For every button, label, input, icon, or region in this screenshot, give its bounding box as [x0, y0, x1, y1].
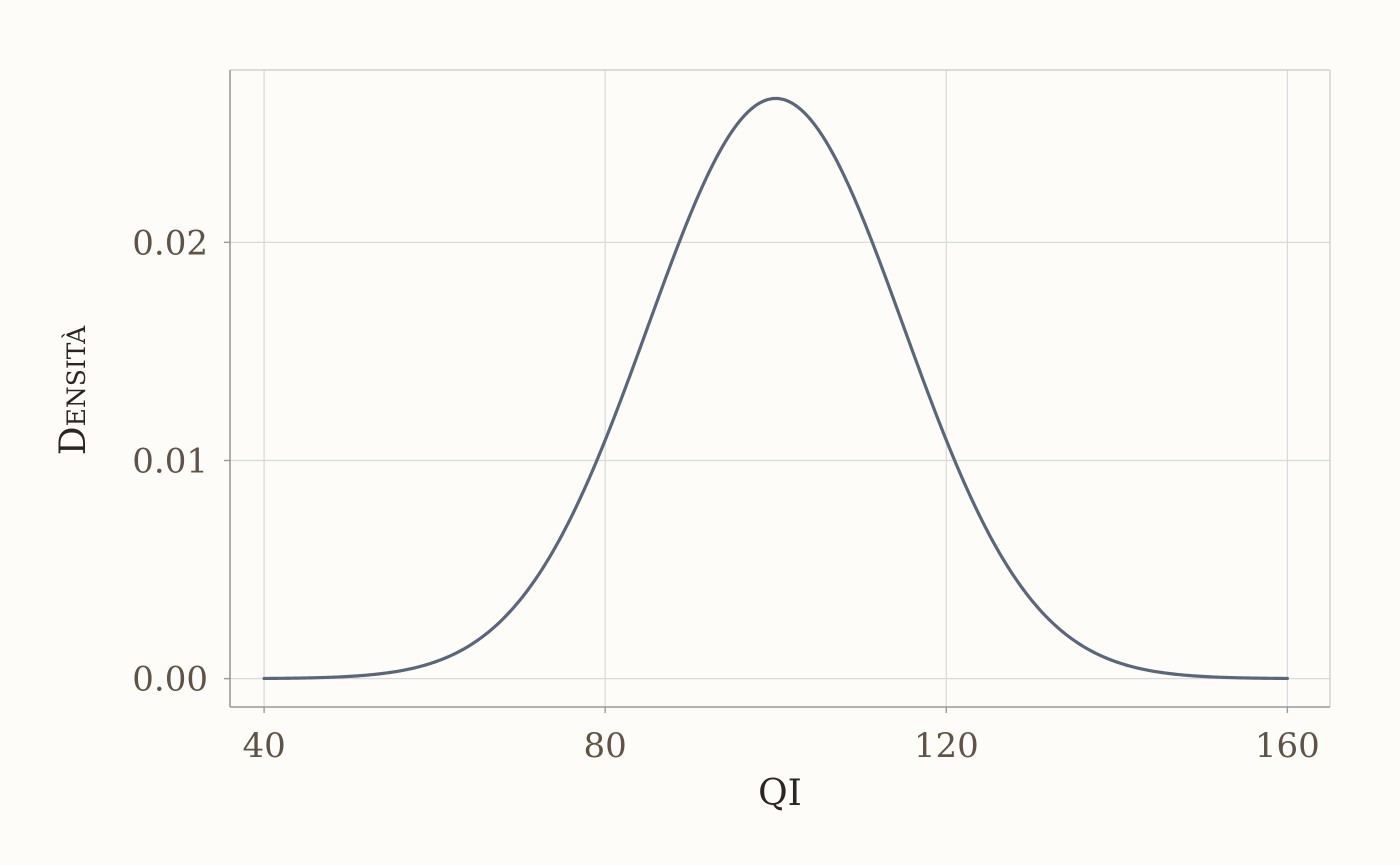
x-tick-label: 40: [242, 726, 285, 766]
grid: [230, 70, 1330, 707]
series-layer: [262, 96, 1289, 681]
y-axis-title: Densità: [53, 325, 94, 455]
x-tick-label: 80: [584, 726, 627, 766]
plot-frame: [229, 69, 1331, 708]
y-axis-ticks: 0.00 0.01 0.02: [132, 223, 230, 700]
x-axis-title: QI: [758, 773, 802, 814]
x-axis-ticks: 40 80 120 160: [242, 707, 1320, 766]
x-tick-label: 120: [914, 726, 979, 766]
density-curve: [262, 96, 1289, 681]
y-tick-label: 0.00: [132, 660, 208, 700]
y-tick-label: 0.02: [132, 223, 208, 263]
x-tick-label: 160: [1255, 726, 1320, 766]
y-tick-label: 0.01: [132, 441, 208, 481]
